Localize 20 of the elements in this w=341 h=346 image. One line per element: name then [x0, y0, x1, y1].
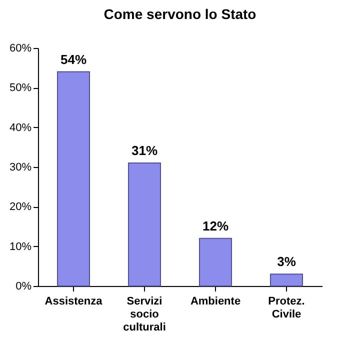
y-tick-label: 0%	[16, 280, 32, 292]
y-tick-label: 60%	[9, 42, 32, 54]
y-tick-label: 50%	[9, 82, 32, 94]
data-label: 54%	[60, 52, 87, 67]
chart-title: Come servono lo Stato	[104, 6, 256, 22]
bar	[270, 274, 303, 286]
x-tick-label: Protez. Civile	[268, 296, 305, 320]
data-label: 31%	[131, 143, 158, 158]
y-tick-label: 30%	[9, 162, 32, 174]
y-tick-label: 10%	[9, 240, 32, 253]
bar	[57, 71, 90, 286]
bar	[199, 238, 232, 286]
data-label: 12%	[202, 218, 229, 234]
data-label: 3%	[277, 254, 296, 270]
y-tick-label: 40%	[9, 122, 32, 134]
x-tick-label: Servizi socio culturali	[123, 296, 166, 334]
y-tick-label: 20%	[9, 201, 32, 214]
x-tick-label: Ambiente	[190, 296, 241, 308]
x-tick-label: Assistenza	[44, 296, 104, 308]
bar	[128, 162, 161, 286]
